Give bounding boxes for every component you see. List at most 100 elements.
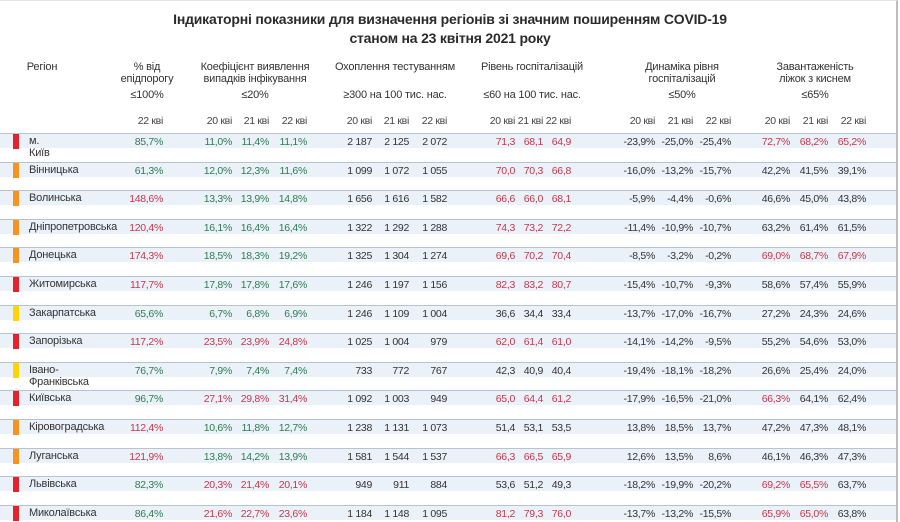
row-band bbox=[0, 276, 896, 291]
header-epi-threshold: ≤100% bbox=[130, 89, 164, 101]
region-name: Івано-Франківська bbox=[29, 363, 89, 388]
oxygen-beds-load-value: 24,0% bbox=[837, 364, 867, 377]
oxygen-beds-load-value: 58,6% bbox=[761, 279, 791, 291]
hospitalization-dynamics-value: 13,5% bbox=[664, 450, 694, 463]
testing-coverage-value: 1 537 bbox=[422, 450, 447, 463]
hospitalization-value: 64,4 bbox=[523, 393, 544, 406]
testing-coverage-value: 1 304 bbox=[384, 250, 409, 263]
hospitalization-dynamics-value: -16,5% bbox=[661, 393, 694, 406]
hospitalization-value: 72,2 bbox=[551, 221, 572, 234]
epi-threshold-value: 112,4% bbox=[129, 422, 163, 434]
detection-rate-value: 16,1% bbox=[203, 221, 233, 234]
testing-coverage-value: 1 003 bbox=[384, 393, 409, 406]
oxygen-beds-load-value: 64,1% bbox=[799, 393, 829, 406]
region-name: Кіровоградська bbox=[29, 421, 105, 433]
oxygen-beds-load-value: 24,3% bbox=[799, 307, 829, 320]
risk-level-marker bbox=[13, 162, 19, 178]
oxygen-beds-load-value: 63,8% bbox=[837, 507, 867, 520]
date-header-dyn: 22 кві bbox=[705, 115, 732, 127]
hospitalization-value: 53,6 bbox=[495, 479, 516, 492]
hospitalization-dynamics-value: -16,7% bbox=[699, 307, 732, 320]
hospitalization-value: 76,0 bbox=[551, 507, 572, 520]
risk-level-marker bbox=[13, 219, 19, 235]
hospitalization-value: 65,0 bbox=[495, 393, 516, 406]
date-header-hosp: 22 кві bbox=[545, 115, 572, 127]
testing-coverage-value: 772 bbox=[392, 364, 409, 377]
detection-rate-value: 17,8% bbox=[203, 279, 233, 291]
hospitalization-dynamics-value: -15,5% bbox=[699, 507, 732, 520]
testing-coverage-value: 1 072 bbox=[384, 164, 409, 177]
risk-level-marker bbox=[13, 391, 19, 407]
testing-coverage-value: 1 099 bbox=[347, 164, 372, 177]
header-test-line1: Охоплення тестуванням bbox=[334, 61, 456, 73]
hospitalization-dynamics-value: -10,7% bbox=[699, 221, 732, 234]
hospitalization-dynamics-value: -16,0% bbox=[623, 164, 656, 177]
testing-coverage-value: 979 bbox=[430, 336, 447, 349]
testing-coverage-value: 767 bbox=[430, 364, 447, 377]
hospitalization-dynamics-value: -25,4% bbox=[699, 136, 732, 148]
epi-threshold-value: 174,3% bbox=[129, 250, 163, 263]
oxygen-beds-load-value: 65,9% bbox=[761, 507, 791, 520]
detection-rate-value: 11,4% bbox=[241, 136, 270, 148]
row-band bbox=[0, 218, 896, 234]
epi-threshold-value: 76,7% bbox=[134, 364, 164, 377]
risk-level-marker bbox=[13, 248, 19, 264]
hospitalization-value: 66,6 bbox=[495, 193, 516, 206]
risk-level-marker bbox=[13, 505, 19, 521]
risk-level-marker bbox=[13, 277, 19, 292]
oxygen-beds-load-value: 42,2% bbox=[761, 164, 791, 177]
detection-rate-value: 21,6% bbox=[203, 507, 233, 520]
report-title: Індикаторні показники для визначення рег… bbox=[173, 11, 727, 27]
testing-coverage-value: 1 616 bbox=[384, 193, 409, 206]
row-band bbox=[0, 361, 896, 377]
oxygen-beds-load-value: 48,1% bbox=[837, 422, 867, 434]
hospitalization-value: 70,0 bbox=[495, 164, 516, 177]
testing-coverage-value: 1 656 bbox=[347, 193, 372, 206]
oxygen-beds-load-value: 63,2% bbox=[761, 221, 791, 234]
oxygen-beds-load-value: 24,6% bbox=[837, 307, 867, 320]
hospitalization-dynamics-value: 13,8% bbox=[626, 422, 656, 434]
date-header-epi: 22 кві bbox=[137, 115, 164, 127]
hospitalization-dynamics-value: -9,5% bbox=[705, 336, 731, 349]
hospitalization-value: 83,2 bbox=[523, 279, 544, 291]
detection-rate-value: 29,8% bbox=[240, 393, 270, 406]
hospitalization-dynamics-value: -14,2% bbox=[661, 336, 694, 349]
row-band bbox=[0, 133, 896, 148]
testing-coverage-value: 1 004 bbox=[384, 336, 409, 349]
region-name: Миколаївська bbox=[29, 506, 97, 519]
hospitalization-dynamics-value: -9,3% bbox=[705, 279, 731, 291]
oxygen-beds-load-value: 47,3% bbox=[837, 450, 867, 463]
hospitalization-dynamics-value: 12,6% bbox=[626, 450, 656, 463]
detection-rate-value: 11,8% bbox=[241, 422, 270, 434]
hospitalization-value: 79,3 bbox=[523, 507, 544, 520]
date-header-hosp: 20 кві bbox=[489, 115, 516, 127]
testing-coverage-value: 1 544 bbox=[384, 450, 409, 463]
region-name: Дніпропетровська bbox=[29, 220, 118, 233]
detection-rate-value: 12,3% bbox=[240, 164, 270, 177]
testing-coverage-value: 1 148 bbox=[384, 507, 409, 520]
oxygen-beds-load-value: 47,3% bbox=[799, 422, 829, 434]
hospitalization-value: 61,4 bbox=[523, 336, 544, 349]
row-band bbox=[0, 504, 896, 520]
hospitalization-value: 73,2 bbox=[523, 221, 544, 234]
testing-coverage-value: 2 187 bbox=[347, 136, 372, 148]
testing-coverage-value: 1 246 bbox=[347, 307, 372, 320]
detection-rate-value: 11,6% bbox=[279, 164, 308, 177]
oxygen-beds-load-value: 61,5% bbox=[837, 221, 867, 234]
detection-rate-value: 22,7% bbox=[240, 507, 270, 520]
detection-rate-value: 6,8% bbox=[246, 307, 269, 320]
oxygen-beds-load-value: 69,0% bbox=[761, 250, 791, 263]
hospitalization-value: 66,0 bbox=[523, 193, 544, 206]
header-beds-line1: Завантаженість bbox=[776, 61, 854, 73]
header-coef-threshold: ≤20% bbox=[241, 89, 269, 101]
hospitalization-dynamics-value: -18,1% bbox=[661, 364, 694, 377]
detection-rate-value: 11,1% bbox=[279, 136, 308, 148]
hospitalization-value: 71,3 bbox=[495, 136, 516, 148]
detection-rate-value: 24,8% bbox=[278, 336, 308, 349]
header-dyn-threshold: ≤50% bbox=[668, 89, 696, 101]
testing-coverage-value: 1 292 bbox=[384, 221, 409, 234]
oxygen-beds-load-value: 53,0% bbox=[837, 336, 867, 349]
epi-threshold-value: 121,9% bbox=[129, 450, 163, 463]
oxygen-beds-load-value: 61,4% bbox=[799, 221, 829, 234]
detection-rate-value: 13,9% bbox=[278, 450, 308, 463]
